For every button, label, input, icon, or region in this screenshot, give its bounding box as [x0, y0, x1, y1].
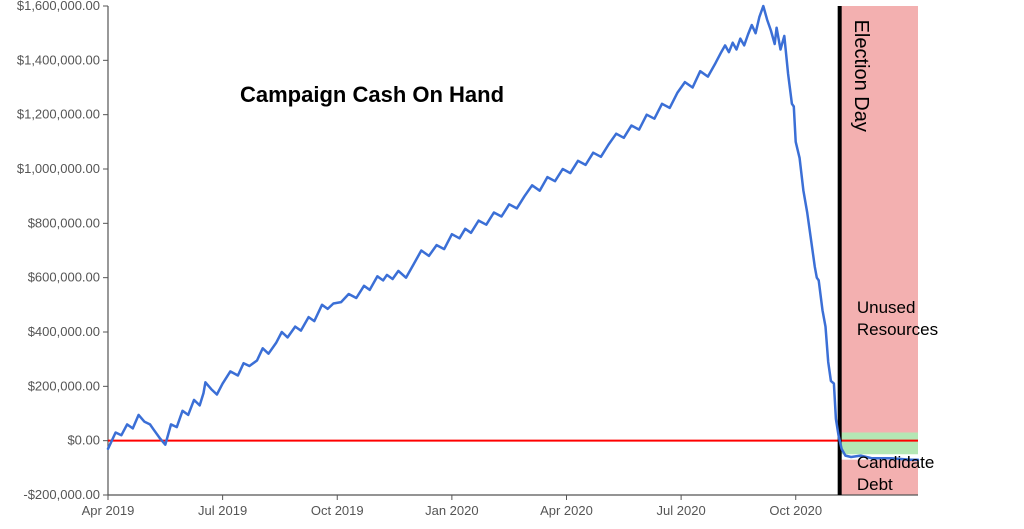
x-tick-label: Jan 2020 — [425, 503, 479, 518]
x-tick-label: Jul 2019 — [198, 503, 247, 518]
y-tick-label: $0.00 — [67, 433, 100, 448]
y-tick-label: $400,000.00 — [28, 324, 100, 339]
unused-resources-label-1: Unused — [857, 298, 916, 317]
y-tick-label: $200,000.00 — [28, 378, 100, 393]
cash-series-line — [108, 6, 918, 460]
chart-title: Campaign Cash On Hand — [240, 82, 504, 107]
x-tick-label: Oct 2019 — [311, 503, 364, 518]
green-band-region — [840, 433, 918, 455]
y-tick-label: $1,600,000.00 — [17, 0, 100, 13]
x-tick-label: Oct 2020 — [769, 503, 822, 518]
x-tick-label: Apr 2020 — [540, 503, 593, 518]
y-tick-label: $800,000.00 — [28, 215, 100, 230]
x-tick-label: Apr 2019 — [82, 503, 135, 518]
election-day-label: Election Day — [850, 20, 872, 132]
cash-on-hand-chart: -$200,000.00 $0.00 $200,000.00 $400,000.00 $… — [0, 0, 1024, 529]
y-tick-label: $1,000,000.00 — [17, 161, 100, 176]
unused-resources-label-2: Resources — [857, 320, 938, 339]
candidate-debt-label-1: Candidate — [857, 453, 935, 472]
y-tick-label: $600,000.00 — [28, 270, 100, 285]
candidate-debt-label-2: Debt — [857, 475, 893, 494]
y-tick-label: $1,200,000.00 — [17, 107, 100, 122]
y-tick-label: -$200,000.00 — [23, 487, 100, 502]
x-tick-label: Jul 2020 — [657, 503, 706, 518]
y-tick-label: $1,400,000.00 — [17, 52, 100, 67]
